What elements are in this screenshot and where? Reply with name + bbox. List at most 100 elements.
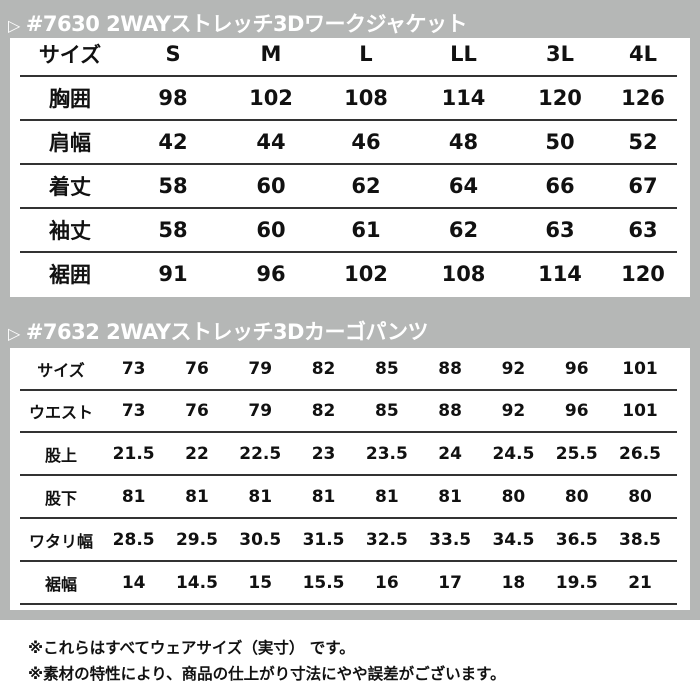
cell-value: 88	[438, 358, 462, 379]
cell-value: L	[359, 42, 373, 66]
cell-value: 44	[256, 130, 286, 154]
cell-value: 101	[622, 358, 658, 379]
cell-value: 4L	[629, 42, 657, 66]
table-row: 肩幅 42 44 46 48 50 52	[20, 121, 677, 165]
jacket-title: ▷ #7630 2WAYストレッチ3Dワークジャケット	[8, 8, 467, 38]
cell-value: 76	[185, 400, 209, 421]
cell-value: 73	[121, 358, 146, 379]
cell-value: 108	[441, 262, 486, 286]
cell-value: 62	[448, 218, 479, 242]
cell-value: 80	[501, 486, 526, 507]
cell-value: 79	[248, 400, 273, 421]
cell-value: 21	[628, 572, 652, 593]
cell-value: 98	[158, 86, 188, 110]
cell-value: 16	[375, 572, 399, 593]
cell-value: 82	[311, 358, 336, 379]
cell-value: 58	[158, 174, 188, 198]
row-label: ワタリ幅	[28, 531, 93, 551]
cell-value: 25.5	[555, 443, 598, 464]
row-label: 股上	[44, 445, 77, 465]
row-label: サイズ	[37, 360, 85, 380]
cell-value: 114	[538, 262, 582, 286]
cell-value: 36.5	[555, 529, 598, 550]
table-row: 股上 21.5 22 22.5 23 23.5 24 24.5 25.5 26.5	[20, 433, 677, 476]
cell-value: 52	[628, 130, 658, 154]
cell-value: 81	[185, 486, 209, 507]
cell-value: M	[260, 42, 282, 66]
cell-value: 19.5	[555, 572, 598, 593]
cell-value: 23.5	[365, 443, 408, 464]
cell-value: 126	[621, 86, 665, 110]
cell-value: 26.5	[619, 443, 661, 464]
pants-title: ▷ #7632 2WAYストレッチ3Dカーゴパンツ	[8, 316, 429, 346]
cell-value: 42	[158, 130, 188, 154]
row-label: サイズ	[38, 43, 102, 67]
pants-size-table: サイズ 73 76 79 82 85 88 92 96 101 ウエスト 73 76 79 82 85 88 92…	[10, 348, 690, 610]
table-row: ワタリ幅 28.5 29.5 30.5 31.5 32.5 33.5 34.5 36.5 38.5	[20, 519, 677, 562]
cell-value: 120	[538, 86, 582, 110]
cell-value: 81	[375, 486, 399, 507]
cell-value: 73	[121, 400, 146, 421]
row-label: 裾幅	[44, 574, 77, 594]
row-label: 袖丈	[49, 219, 91, 243]
cell-value: 48	[448, 130, 479, 154]
cell-value: 67	[628, 174, 658, 198]
cell-value: 101	[622, 400, 658, 421]
note-1: ※これらはすべてウェアサイズ（実寸） です。	[28, 639, 355, 657]
table-row: 胸囲 98 102 108 114 120 126	[20, 77, 677, 121]
cell-value: 96	[564, 400, 589, 421]
cell-value: 32.5	[365, 529, 408, 550]
table-row: 裾幅 14 14.5 15 15.5 16 17 18 19.5 21	[20, 562, 677, 605]
cell-value: 96	[256, 262, 286, 286]
cell-value: 60	[256, 174, 286, 198]
cell-value: 92	[501, 400, 526, 421]
cell-value: 23	[311, 443, 336, 464]
cell-value: 14.5	[175, 572, 218, 593]
cell-value: 108	[344, 86, 388, 110]
note-2: ※素材の特性により、商品の仕上がり寸法にやや誤差がございます。	[28, 665, 506, 683]
cell-value: 38.5	[619, 529, 661, 550]
cell-value: 18	[501, 572, 526, 593]
cell-value: 81	[311, 486, 336, 507]
arrow-icon: ▷	[8, 16, 20, 35]
cell-value: 80	[628, 486, 652, 507]
cell-value: 21.5	[112, 443, 155, 464]
row-label: ウエスト	[28, 402, 93, 422]
cell-value: 22	[185, 443, 209, 464]
cell-value: 29.5	[175, 529, 218, 550]
cell-value: 34.5	[492, 529, 535, 550]
cell-value: 24	[438, 443, 462, 464]
row-label: 肩幅	[49, 131, 91, 155]
table-row: 着丈 58 60 62 64 66 67	[20, 165, 677, 209]
table-row: 股下 81 81 81 81 81 81 80 80 80	[20, 476, 677, 519]
table-row: 袖丈 58 60 61 62 63 63	[20, 209, 677, 253]
cell-value: S	[165, 42, 181, 66]
cell-value: 50	[545, 130, 575, 154]
row-label: 股下	[44, 488, 77, 508]
cell-value: 96	[564, 358, 589, 379]
cell-value: 82	[311, 400, 336, 421]
cell-value: 85	[375, 358, 399, 379]
jacket-title-text: #7630 2WAYストレッチ3Dワークジャケット	[25, 12, 468, 36]
cell-value: 81	[438, 486, 462, 507]
cell-value: 31.5	[302, 529, 345, 550]
cell-value: 92	[501, 358, 526, 379]
cell-value: 60	[256, 218, 286, 242]
cell-value: 102	[249, 86, 293, 110]
cell-value: 85	[375, 400, 399, 421]
cell-value: 62	[351, 174, 381, 198]
cell-value: 33.5	[429, 529, 472, 550]
cell-value: 120	[621, 262, 665, 286]
cell-value: 58	[158, 218, 188, 242]
cell-value: 76	[185, 358, 209, 379]
cell-value: 64	[448, 174, 479, 198]
header-row: サイズ 73 76 79 82 85 88 92 96 101	[20, 348, 677, 391]
cell-value: 63	[545, 218, 575, 242]
jacket-size-table: サイズ S M L LL 3L 4L 胸囲 98 102 108 114 120 126 肩幅 42 44 46 4…	[10, 38, 690, 297]
cell-value: 15.5	[302, 572, 345, 593]
cell-value: 102	[344, 262, 388, 286]
header-row: サイズ S M L LL 3L 4L	[20, 33, 677, 77]
cell-value: 63	[628, 218, 658, 242]
cell-value: 88	[438, 400, 462, 421]
cell-value: 81	[248, 486, 273, 507]
